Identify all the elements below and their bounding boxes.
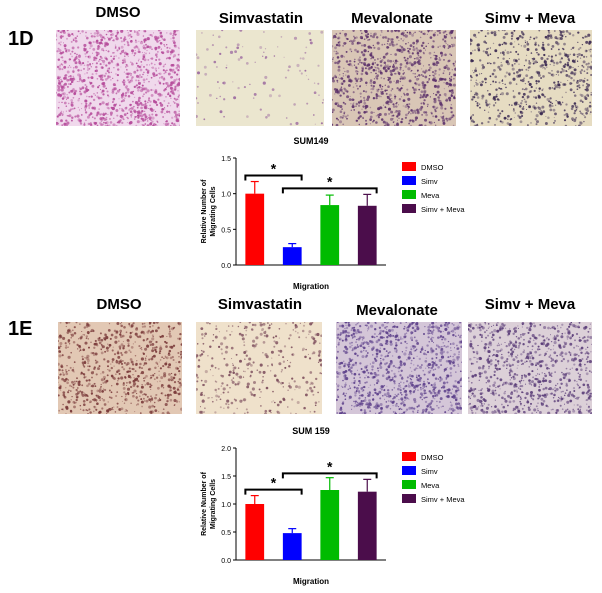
legend-swatch-simv [402,176,416,185]
panel-letter-1d: 1D [8,28,34,50]
image-label-simvastatin-1d: Simvastatin [218,10,304,27]
significance-bracket [281,472,378,479]
micrograph-simvastatin-1d [196,30,324,126]
y-tick-label: 2.0 [221,446,231,453]
bar-simv [282,533,302,560]
bar-chart-sum159: SUM 159 0.0 0.5 1.0 1.5 2.0 Relative Number of… [201,426,465,586]
micrograph-dmso-1e [58,322,182,414]
panel-letter-1e: 1E [8,318,33,340]
significance-bracket [244,174,303,181]
micrograph-simv-meva-1e [468,322,592,414]
legend-swatch-dmso [402,452,416,461]
x-axis-label: Migration [293,282,329,291]
legend-label-simv: Simv [421,467,438,476]
legend-label-simv-meva: Simv + Meva [421,205,465,214]
legend-label-dmso: DMSO [421,163,444,172]
bar-chart-sum149: SUM149 0.0 0.5 1.0 1.5 Relative Number of Migr… [201,136,465,291]
legend-swatch-simv-meva [402,204,416,213]
significance-bracket [281,187,378,194]
chart-title: SUM149 [293,136,328,146]
legend-label-meva: Meva [421,191,440,200]
micrograph-simv-meva-1d [470,30,592,126]
bar-simv-meva [357,205,377,265]
legend-swatch-dmso [402,162,416,171]
micrograph-mevalonate-1d [332,30,456,126]
image-label-dmso-1d: DMSO [95,4,141,21]
legend-swatch-simv [402,466,416,475]
bar-simv [282,247,302,265]
y-axis-label: Relative Number of Migrating Cells [201,179,217,243]
image-label-simv-meva-1d: Simv + Meva [484,10,576,27]
bar-dmso [245,504,265,560]
legend-label-simv: Simv [421,177,438,186]
legend-swatch-meva [402,190,416,199]
significance-asterisk: * [327,173,333,189]
chart-title: SUM 159 [292,426,330,436]
image-label-simv-meva-1e: Simv + Meva [484,296,576,313]
y-tick-label: 1.5 [221,474,231,481]
significance-asterisk: * [327,458,333,474]
y-tick-label: 0.0 [221,558,231,565]
y-tick-label: 1.0 [221,502,231,509]
micrograph-mevalonate-1e [336,322,462,414]
legend-label-dmso: DMSO [421,453,444,462]
legend-swatch-meva [402,480,416,489]
bar-meva [320,490,340,560]
y-axis-label: Relative Number of Migrating Cells [201,471,217,535]
bar-meva [320,205,340,265]
significance-bracket [244,488,303,495]
bar-dmso [245,193,265,265]
micrograph-simvastatin-1e [196,322,322,414]
image-label-mevalonate-1e: Mevalonate [356,302,438,319]
x-axis-label: Migration [293,577,329,586]
y-tick-label: 0.0 [221,263,231,270]
legend-label-simv-meva: Simv + Meva [421,495,465,504]
legend-label-meva: Meva [421,481,440,490]
significance-asterisk: * [271,475,277,491]
micrograph-dmso-1d [56,30,180,126]
y-tick-label: 0.5 [221,227,231,234]
y-tick-label: 0.5 [221,530,231,537]
image-label-dmso-1e: DMSO [96,296,142,313]
significance-asterisk: * [271,161,277,177]
y-tick-label: 1.5 [221,156,231,163]
y-tick-label: 1.0 [221,192,231,199]
bar-simv-meva [357,491,377,560]
image-label-simvastatin-1e: Simvastatin [217,296,303,313]
image-label-mevalonate-1d: Mevalonate [351,10,433,27]
legend-swatch-simv-meva [402,494,416,503]
